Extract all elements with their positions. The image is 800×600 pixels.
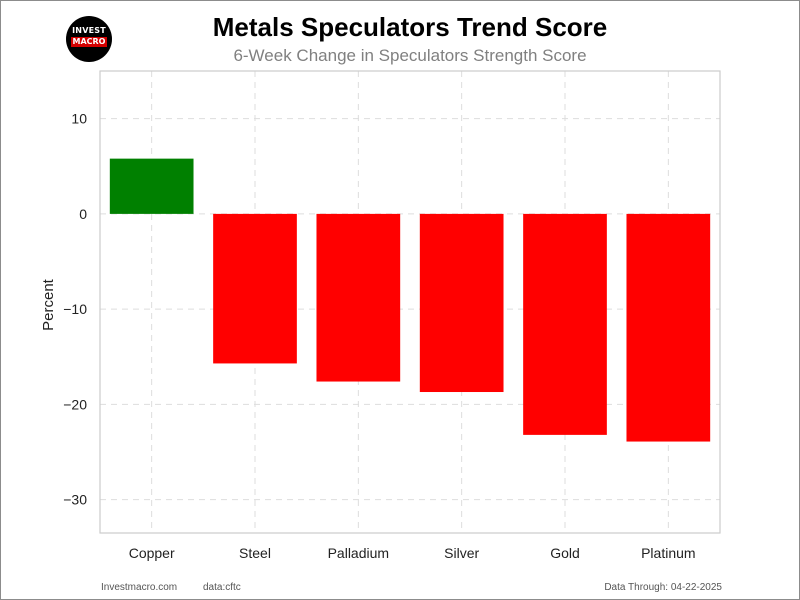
chart-subtitle: 6-Week Change in Speculators Strength Sc…: [233, 46, 587, 65]
y-tick-label: 0: [79, 206, 87, 222]
logo-line-2: MACRO: [71, 37, 107, 47]
plot-border: [99, 70, 721, 534]
footer-site: Investmacro.com: [101, 582, 178, 593]
footer-source: data:cftc: [203, 582, 241, 593]
bars: [109, 158, 711, 442]
bar-platinum: [626, 213, 711, 442]
x-tick-labels: Copper Steel Palladium Silver Gold Platinum: [129, 545, 696, 561]
chart-title: Metals Speculators Trend Score: [212, 12, 608, 42]
x-tick-label: Steel: [239, 545, 271, 561]
bar-silver: [419, 213, 504, 393]
x-tick-label: Copper: [129, 545, 175, 561]
logo-line-1: INVEST: [72, 26, 106, 35]
y-tick-label: −30: [63, 492, 87, 508]
x-tick-label: Palladium: [328, 545, 389, 561]
y-axis-label: Percent: [40, 278, 57, 331]
y-tick-labels: 10 0 −10 −20 −30: [63, 111, 87, 508]
y-tick-label: −20: [63, 396, 87, 412]
bar-steel: [213, 213, 297, 364]
y-tick-label: 10: [71, 111, 87, 127]
y-tick-label: −10: [63, 301, 87, 317]
x-tick-label: Platinum: [641, 545, 695, 561]
x-tick-label: Silver: [444, 545, 479, 561]
bar-gold: [523, 213, 607, 435]
x-tick-label: Gold: [550, 545, 580, 561]
footer-date: Data Through: 04-22-2025: [604, 582, 722, 593]
bar-copper: [109, 158, 194, 214]
investmacro-logo: INVEST MACRO: [66, 16, 112, 62]
bar-palladium: [316, 213, 401, 382]
